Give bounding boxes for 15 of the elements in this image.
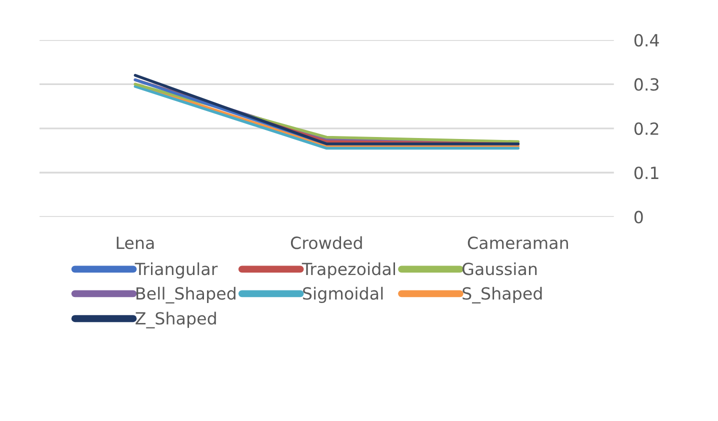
y-tick-label: 0.2	[634, 122, 658, 135]
y-tick-label: 0.4	[634, 34, 659, 47]
y-tick-label: 0	[634, 210, 643, 224]
legend-label: Trapezoidal	[302, 262, 395, 279]
legend-label: Z_Shaped	[136, 312, 216, 328]
legend-label: S_Shaped	[462, 286, 542, 304]
legend-label: Gaussian	[462, 262, 537, 276]
legend-label: Triangular	[134, 262, 218, 279]
x-tick-label: Cameraman	[468, 236, 568, 250]
legend-label: Bell_Shaped	[136, 286, 236, 304]
y-tick-label: 0.3	[634, 78, 659, 91]
legend-label: Sigmoidal	[303, 286, 383, 303]
y-tick-label: 0.1	[634, 166, 658, 180]
x-tick-label: Lena	[116, 236, 154, 250]
x-tick-label: Crowded	[290, 236, 362, 250]
